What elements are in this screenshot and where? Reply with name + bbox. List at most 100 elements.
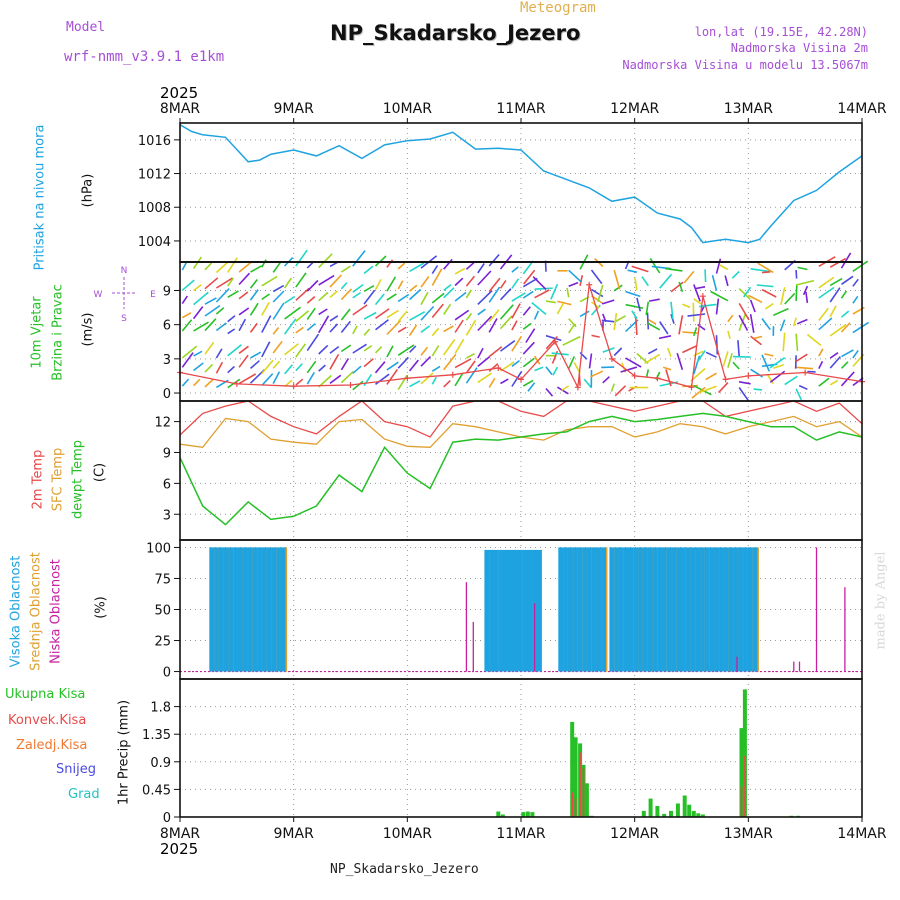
wind-barb [532, 276, 547, 290]
high-cloud-bar [704, 547, 710, 672]
wind-speed-point [518, 376, 524, 383]
wind-barb [340, 344, 352, 353]
high-cloud-bar [652, 547, 658, 672]
high-cloud-bar [690, 547, 696, 672]
wind-speed-line [179, 284, 863, 390]
wind-barb [631, 310, 638, 320]
wind-barb [374, 361, 386, 374]
wind-barb [852, 349, 859, 359]
wind-barb [249, 302, 259, 316]
wind-barb [711, 274, 718, 291]
high-cloud-bar [498, 549, 504, 672]
wind-barb [272, 260, 282, 273]
ytick-label-cloud-75: 75 [154, 572, 171, 587]
wind-barb [545, 366, 553, 376]
high-cloud-bar [666, 547, 672, 672]
wind-barb [534, 289, 550, 299]
high-cloud-bar [522, 549, 528, 672]
wind-barb [840, 252, 852, 269]
wind-barb [750, 335, 762, 346]
wind-barb [295, 310, 310, 323]
wind-barb [818, 360, 824, 369]
wind-barb [568, 269, 582, 283]
xtick-label-bottom-14MAR: 14MAR [837, 826, 886, 842]
wind-barb [443, 325, 454, 333]
wind-barb [829, 287, 841, 303]
wind-barb [465, 319, 477, 336]
legend-konvek-kisa: Konvek.Kisa [8, 713, 87, 728]
wind-barb [454, 358, 472, 369]
high-cloud-bar [657, 547, 663, 672]
wind-barb [761, 288, 777, 298]
wind-barb [795, 388, 803, 401]
wind-barb [780, 287, 786, 305]
wind-barb [409, 288, 422, 301]
high-cloud-bar [724, 547, 729, 672]
wind-barb [261, 275, 278, 287]
ytick-label-wind-9: 9 [163, 284, 171, 299]
wind-barb [261, 259, 267, 268]
wind-barb [829, 352, 839, 359]
high-cloud-bar [252, 547, 258, 672]
wind-barb [665, 267, 683, 272]
wind-barb [272, 360, 281, 369]
wind-barb [795, 285, 798, 302]
wind-barb [375, 319, 389, 331]
xtick-label-top-8MAR: 8MAR [160, 101, 201, 117]
wind-barb [431, 376, 437, 385]
high-cloud-bar [280, 547, 286, 672]
wind-barb [181, 352, 194, 368]
wind-barb [829, 305, 837, 318]
wind-barb [682, 303, 691, 309]
legend-grad: Grad [68, 787, 100, 802]
wind-barb [261, 373, 274, 387]
wind-barb [691, 386, 706, 399]
wind-barb [615, 315, 626, 323]
compass-north-label: N [121, 266, 128, 276]
wind-barb [647, 318, 657, 325]
high-cloud-bar [503, 549, 509, 672]
wind-barb [511, 266, 519, 273]
wind-barb [477, 347, 484, 359]
wind-barb [329, 345, 340, 354]
wind-barb [693, 298, 702, 305]
wind-barb [204, 363, 214, 373]
ytick-label-wind-0: 0 [163, 387, 171, 402]
wind-barb [329, 274, 342, 288]
wind-barb [488, 318, 498, 333]
high-cloud-bar [638, 547, 644, 672]
wind-barb [631, 265, 649, 273]
wind-barb [250, 265, 262, 273]
wind-barb [352, 304, 368, 316]
wind-barb [818, 348, 824, 357]
wind-barb [676, 353, 684, 370]
wind-barb [579, 310, 590, 318]
wind-barb [204, 277, 219, 290]
wind-barb [454, 291, 467, 302]
wind-barb [499, 304, 514, 320]
wind-barb [488, 377, 496, 388]
high-cloud-bar [733, 547, 739, 672]
wind-barb [352, 380, 364, 391]
ytick-label-cloud-100: 100 [146, 541, 171, 556]
ytick-label-cloud-50: 50 [154, 604, 171, 619]
wind-barb [454, 338, 465, 354]
xtick-label-top-14MAR: 14MAR [837, 101, 886, 117]
wind-barb [272, 302, 285, 320]
wind-barb [386, 361, 399, 371]
wind-barb [204, 341, 215, 355]
wind-barb [568, 281, 579, 288]
high-cloud-bar [513, 549, 518, 672]
wind-barb [363, 328, 371, 336]
wind-barb [753, 335, 763, 340]
wind-barb [782, 332, 786, 352]
wind-barb [181, 312, 192, 319]
wind-barb [431, 265, 439, 275]
high-cloud-bar [266, 547, 272, 672]
wind-barb [454, 319, 464, 333]
high-cloud-bar [536, 549, 542, 672]
wind-barb [215, 277, 233, 289]
wind-barb [818, 286, 835, 299]
wind-barb [238, 272, 251, 286]
high-cloud-bar [685, 547, 691, 672]
